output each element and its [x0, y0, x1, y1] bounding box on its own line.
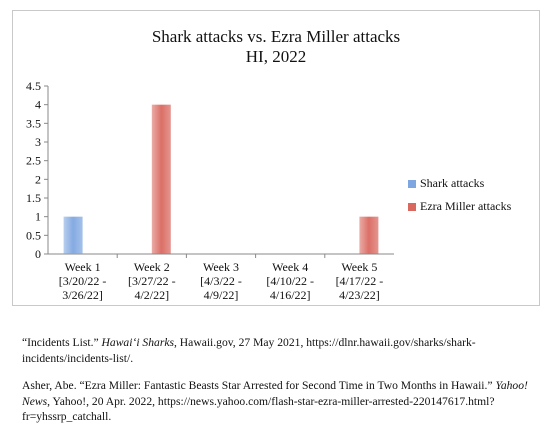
- chart-subtitle: HI, 2022: [245, 47, 307, 66]
- x-tick-label: Week 2: [134, 260, 170, 274]
- chart-frame: [12, 10, 540, 306]
- x-tick-label: [3/20/22 -: [59, 274, 107, 288]
- citation-ezra-source: Yahoo! News: [22, 379, 528, 408]
- x-tick-label: Week 5: [341, 260, 377, 274]
- chart-title: Shark attacks vs. Ezra Miller attacks: [151, 27, 401, 46]
- citation-ezra-pre: Asher, Abe. “Ezra Miller: Fantastic Beas…: [22, 379, 496, 392]
- citation-ezra: Asher, Abe. “Ezra Miller: Fantastic Beas…: [22, 378, 534, 425]
- bar-ezra-miller-attacks: [151, 104, 171, 255]
- citation-sharks-post: , Hawaii.gov, 27 May 2021, https://dlnr.…: [22, 336, 476, 365]
- legend-item-ezra: Ezra Miller attacks: [408, 199, 511, 214]
- x-tick-label: Week 3: [203, 260, 239, 274]
- legend-label-ezra: Ezra Miller attacks: [420, 199, 512, 213]
- citation-ezra-post: , Yahoo!, 20 Apr. 2022, https://news.yah…: [22, 394, 495, 424]
- x-tick-label: [4/10/22 -: [266, 274, 314, 288]
- bar-chart: 0 0.5 1 1.5 2 2.5 3 3.5 4 4.5 Week 1[3/20/22 -3/26…: [26, 79, 394, 302]
- y-tick-label: 2: [35, 172, 41, 186]
- x-tick-label: 4/9/22]: [204, 288, 239, 302]
- x-tick-label: 4/23/22]: [339, 288, 380, 302]
- y-tick-label: 4.5: [26, 79, 41, 93]
- y-tick-label: 4: [35, 98, 41, 112]
- y-tick-label: 1: [35, 210, 41, 224]
- y-tick-label: 3: [35, 135, 41, 149]
- citation-sharks-source: Hawai‘i Sharks: [101, 336, 174, 349]
- legend-swatch-ezra: [408, 202, 416, 211]
- x-tick-label: [3/27/22 -: [128, 274, 176, 288]
- x-tick-label: [4/3/22 -: [200, 274, 242, 288]
- x-tick-label: 4/16/22]: [270, 288, 311, 302]
- x-tick-label: 4/2/22]: [134, 288, 169, 302]
- x-tick-label: 3/26/22]: [62, 288, 103, 302]
- y-tick-label: 1.5: [26, 191, 41, 205]
- y-tick-label: 0.5: [26, 228, 41, 242]
- y-tick-label: 2.5: [26, 154, 41, 168]
- legend-label-shark: Shark attacks: [420, 176, 485, 190]
- x-tick-label: Week 4: [272, 260, 308, 274]
- bar-ezra-miller-attacks: [359, 216, 379, 254]
- y-tick-label: 3.5: [26, 116, 41, 130]
- y-tick-label: 0: [35, 247, 41, 261]
- bar-shark-attacks: [63, 216, 83, 254]
- citation-sharks-pre: “Incidents List.”: [22, 336, 102, 349]
- citation-sharks: “Incidents List.” Hawai‘i Sharks, Hawaii…: [22, 335, 534, 366]
- x-tick-label: Week 1: [65, 260, 101, 274]
- legend-swatch-shark: [408, 179, 416, 188]
- x-tick-label: [4/17/22 -: [336, 274, 384, 288]
- legend-item-shark: Shark attacks: [408, 176, 484, 191]
